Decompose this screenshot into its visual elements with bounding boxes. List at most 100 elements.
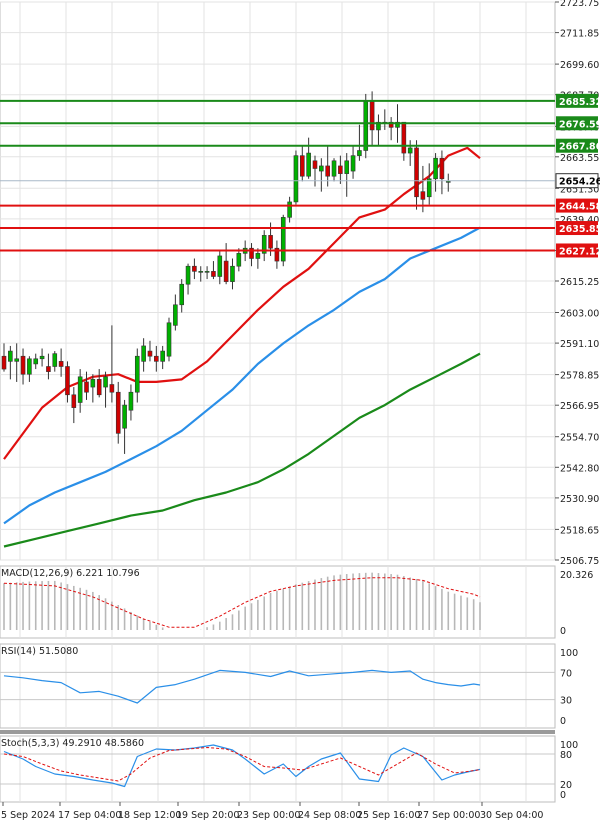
candle xyxy=(198,266,204,282)
candle-body xyxy=(115,391,121,434)
support-label-box xyxy=(556,221,598,236)
candle xyxy=(141,338,146,372)
candle-body xyxy=(204,271,210,273)
candle-body xyxy=(96,379,102,396)
candle xyxy=(77,369,83,413)
candle-body xyxy=(388,121,394,128)
candle xyxy=(319,158,324,192)
x-tick-label: 24 Sep 08:00 xyxy=(298,810,361,821)
candle xyxy=(115,381,121,444)
candle xyxy=(230,258,235,290)
x-tick-label: 17 Sep 04:00 xyxy=(58,810,121,821)
candle xyxy=(192,258,197,280)
candle xyxy=(344,153,350,197)
candle xyxy=(312,155,318,187)
candle xyxy=(122,399,127,454)
candle-body xyxy=(58,361,64,367)
candle-body xyxy=(363,101,369,151)
pane-frame-rsi xyxy=(0,643,556,729)
candle xyxy=(407,140,413,166)
candle xyxy=(179,279,185,313)
candle xyxy=(84,371,89,400)
candle xyxy=(39,348,45,367)
y-tick-label: 2723.75 xyxy=(560,0,599,9)
candle-body xyxy=(71,394,77,408)
candle-body xyxy=(198,271,204,273)
candle-body xyxy=(261,235,267,254)
candle-body xyxy=(27,358,32,375)
candle xyxy=(160,345,165,370)
candle-body xyxy=(128,391,134,411)
candle xyxy=(236,248,242,272)
candle xyxy=(299,145,305,182)
stoch-y-tick: 20 xyxy=(560,780,572,791)
candle xyxy=(255,248,261,269)
candle-body xyxy=(325,165,330,177)
candle xyxy=(293,150,299,205)
candle xyxy=(439,150,445,195)
candle-body xyxy=(376,121,381,131)
y-tick-label: 2591.10 xyxy=(560,339,599,350)
candle-body xyxy=(134,355,140,393)
candle-body xyxy=(103,376,108,388)
support-label: 2635.85 xyxy=(559,224,600,235)
rsi-title: RSI(14) 51.5080 xyxy=(1,646,78,657)
candle-body xyxy=(249,247,254,259)
candle-body xyxy=(319,165,324,172)
candle xyxy=(46,353,51,380)
candle-body xyxy=(39,355,45,360)
candle-body xyxy=(331,160,337,177)
candle xyxy=(90,374,96,403)
candle-body xyxy=(166,322,172,357)
candle xyxy=(350,145,356,179)
candle xyxy=(20,348,26,385)
candle-body xyxy=(77,376,83,403)
candle xyxy=(433,153,438,192)
rsi-line xyxy=(3,669,481,704)
candle-body xyxy=(312,160,318,169)
x-tick-label: 5 Sep 2024 xyxy=(1,810,55,821)
candle xyxy=(249,243,254,267)
candle xyxy=(331,158,337,182)
candle-body xyxy=(154,355,159,362)
candle-body xyxy=(141,345,146,362)
resistance-label: 2685.32 xyxy=(559,97,600,108)
candle xyxy=(274,240,280,269)
y-tick-label: 2554.70 xyxy=(560,433,599,444)
candle-body xyxy=(84,381,89,393)
candle-body xyxy=(420,191,426,200)
candle-body xyxy=(173,304,178,326)
candle-body xyxy=(46,366,51,372)
candle-body xyxy=(236,253,242,267)
candle xyxy=(65,361,70,403)
candle-body xyxy=(306,152,311,177)
candle xyxy=(103,371,108,408)
candle xyxy=(401,121,407,161)
candle-body xyxy=(14,358,19,362)
candle-body xyxy=(274,247,280,262)
y-tick-label: 2663.55 xyxy=(560,153,599,164)
y-tick-label: 2530.90 xyxy=(560,494,599,505)
candle-body xyxy=(395,121,400,128)
candle xyxy=(306,137,311,179)
rsi-y-tick: 100 xyxy=(560,648,578,659)
candle xyxy=(357,124,362,161)
y-tick-label: 2578.85 xyxy=(560,371,599,382)
candle xyxy=(96,369,102,398)
candle xyxy=(14,343,19,382)
candle-body xyxy=(147,350,153,357)
rsi-y-tick: 70 xyxy=(560,668,572,679)
stoch-y-tick: 100 xyxy=(560,740,578,751)
candle xyxy=(363,93,369,159)
x-tick-label: 25 Sep 16:00 xyxy=(357,810,420,821)
y-tick-label: 2615.25 xyxy=(560,277,599,288)
candle-body xyxy=(230,265,235,282)
candle xyxy=(445,173,451,192)
candle xyxy=(109,325,115,403)
macd-title: MACD(12,26,9) 6.221 10.796 xyxy=(1,568,140,579)
candle-body xyxy=(179,283,185,306)
candle-body xyxy=(1,355,7,370)
candle xyxy=(8,345,13,380)
candle-body xyxy=(8,350,13,362)
pane-separator xyxy=(0,730,555,734)
